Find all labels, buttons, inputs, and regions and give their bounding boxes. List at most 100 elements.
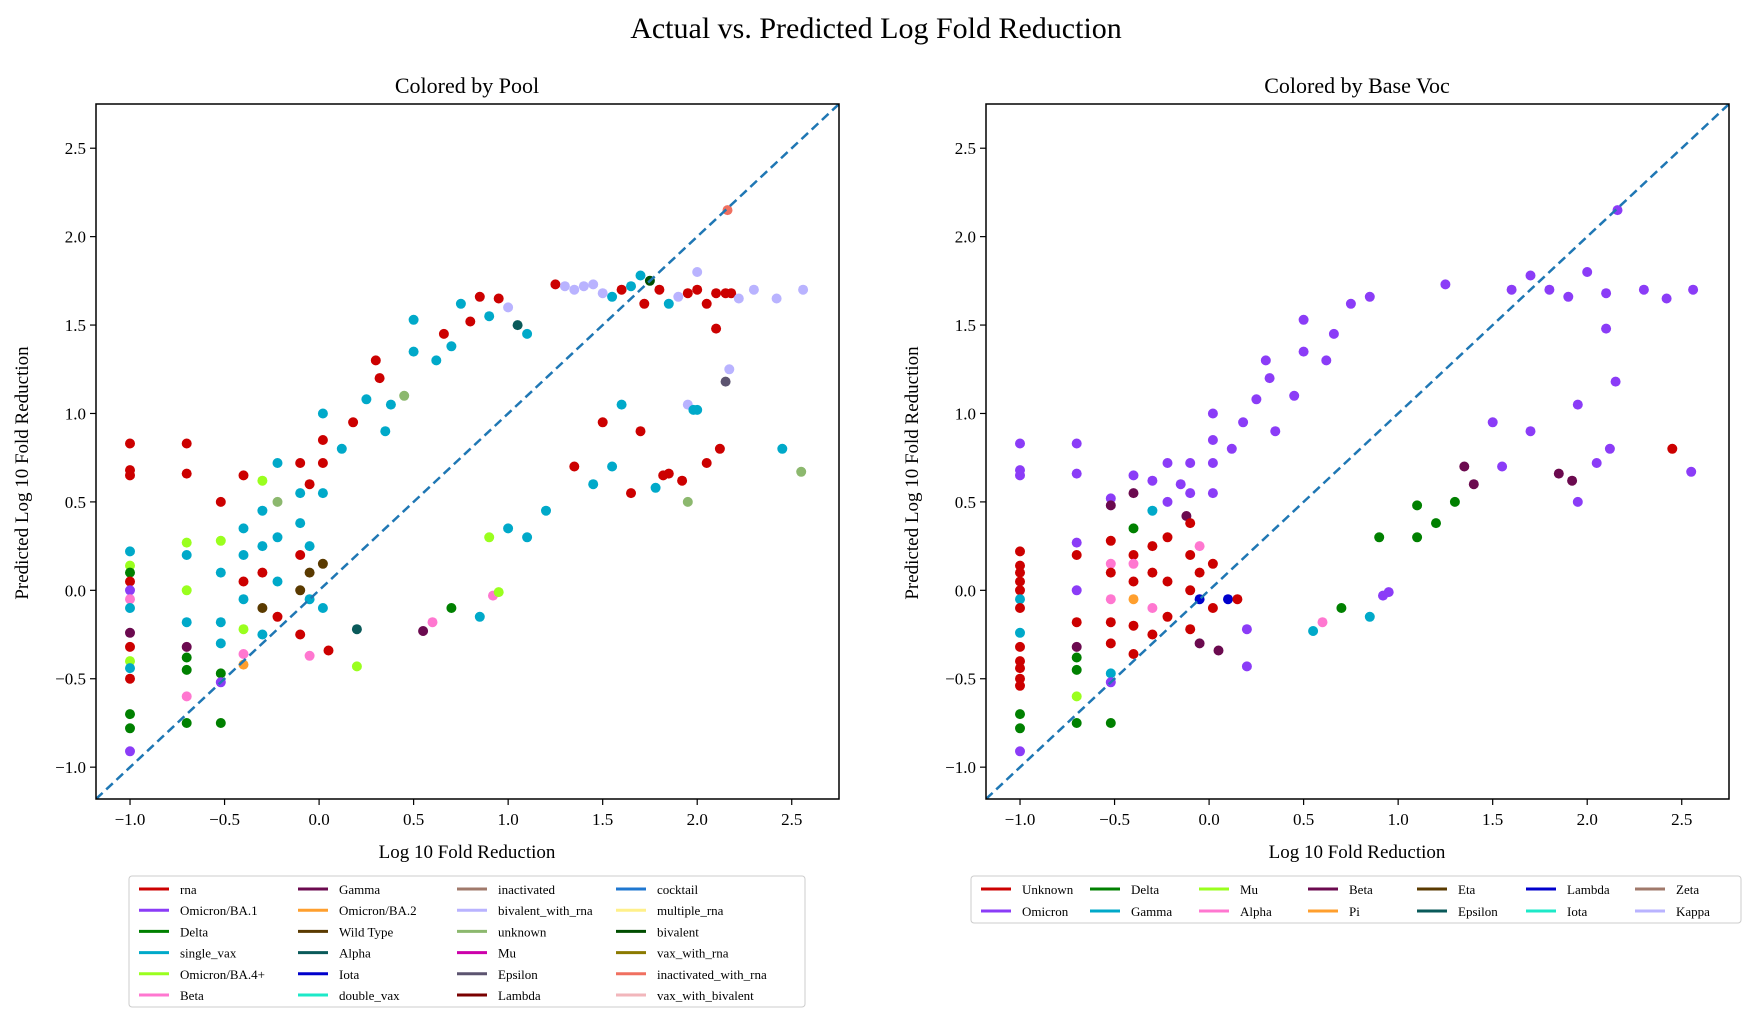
legend-entry: Epsilon xyxy=(457,967,538,982)
data-point xyxy=(748,284,759,295)
data-point xyxy=(682,288,693,299)
legend-label: Iota xyxy=(339,967,359,982)
legend-entry: Gamma xyxy=(298,882,380,897)
data-point xyxy=(238,624,249,635)
data-point xyxy=(1071,641,1082,652)
data-point xyxy=(1270,426,1281,437)
data-point xyxy=(1071,438,1082,449)
y-tick-label: 2.5 xyxy=(955,139,976,158)
data-point xyxy=(1185,518,1196,529)
data-point xyxy=(408,314,419,325)
data-point xyxy=(1567,475,1578,486)
data-point xyxy=(125,438,135,449)
data-point xyxy=(385,399,396,410)
data-point xyxy=(1260,355,1271,366)
data-point xyxy=(1207,558,1218,569)
data-point xyxy=(692,284,703,295)
legend-label: vax_with_bivalent xyxy=(657,988,754,1003)
y-tick-label: 1.0 xyxy=(65,404,86,423)
data-point xyxy=(1251,394,1262,405)
y-tick-label: 0.0 xyxy=(65,581,86,600)
data-point xyxy=(1071,691,1082,702)
data-point xyxy=(673,291,684,302)
data-point xyxy=(125,709,135,720)
data-point xyxy=(1431,518,1441,529)
x-tick-label: −0.5 xyxy=(209,810,240,829)
data-point xyxy=(351,661,362,672)
data-point xyxy=(272,576,283,587)
legend-entry: Delta xyxy=(1090,882,1159,897)
data-point xyxy=(1015,680,1025,691)
data-point xyxy=(125,603,135,613)
legend-label: multiple_rna xyxy=(657,903,724,918)
data-point xyxy=(1015,585,1025,596)
data-point xyxy=(1015,656,1025,667)
data-point xyxy=(125,746,135,757)
data-point xyxy=(1487,417,1498,428)
data-point xyxy=(1563,291,1574,302)
legend-entry: cocktail xyxy=(616,882,699,897)
legend-entry: Omicron/BA.2 xyxy=(298,903,417,918)
x-tick-label: 1.0 xyxy=(1388,810,1409,829)
data-point xyxy=(720,376,731,387)
legend-label: Omicron/BA.4+ xyxy=(180,967,265,982)
data-point xyxy=(295,518,306,529)
legend-entry: Pi xyxy=(1308,904,1360,919)
y-tick-label: 2.0 xyxy=(65,228,86,247)
data-point xyxy=(1071,718,1082,728)
data-point xyxy=(569,461,580,472)
data-point xyxy=(257,541,268,552)
data-point xyxy=(257,567,268,578)
figure-title: Actual vs. Predicted Log Fold Reduction xyxy=(630,12,1122,45)
pool-points xyxy=(125,205,809,757)
legend-label: Omicron/BA.2 xyxy=(339,903,417,918)
data-point xyxy=(215,496,226,507)
legend-entry: Kappa xyxy=(1635,904,1710,919)
data-point xyxy=(1336,603,1347,613)
data-point xyxy=(1207,603,1218,613)
data-point xyxy=(446,603,457,613)
data-point xyxy=(304,541,315,552)
data-point xyxy=(1015,723,1025,734)
data-point xyxy=(336,443,347,454)
legend-label: Lambda xyxy=(1567,882,1610,897)
data-point xyxy=(1128,558,1139,569)
data-point xyxy=(125,723,135,734)
data-point xyxy=(431,355,442,366)
data-point xyxy=(1317,617,1328,628)
data-point xyxy=(639,298,650,309)
legend-label: Unknown xyxy=(1022,882,1074,897)
data-point xyxy=(125,641,135,652)
legend-entry: Omicron/BA.1 xyxy=(139,903,258,918)
data-point xyxy=(650,482,661,493)
data-point xyxy=(1015,663,1025,674)
data-point xyxy=(1364,291,1375,302)
legend-label: cocktail xyxy=(657,882,699,897)
x-tick-label: 0.0 xyxy=(308,810,329,829)
legend-entry: vax_with_rna xyxy=(616,946,729,961)
data-point xyxy=(677,475,688,486)
pool-axes-frame xyxy=(95,103,840,800)
legend-entry: Iota xyxy=(1526,904,1587,919)
legend-entry: single_vax xyxy=(139,946,237,961)
data-point xyxy=(125,585,135,596)
legend-entry: multiple_rna xyxy=(616,903,724,918)
pool-legend: rna Omicron/BA.1 Delta single_vax Omicron/BA… xyxy=(128,875,806,1008)
x-tick-label: 2.0 xyxy=(1577,810,1598,829)
data-point xyxy=(474,611,485,622)
legend-entry: Beta xyxy=(1308,882,1373,897)
data-point xyxy=(1185,550,1196,560)
legend-entry: Wild Type xyxy=(298,924,394,939)
data-point xyxy=(1015,576,1025,587)
data-point xyxy=(1232,594,1243,605)
data-point xyxy=(1459,461,1470,472)
x-tick-label: −1.0 xyxy=(1005,810,1036,829)
data-point xyxy=(1440,279,1451,290)
data-point xyxy=(317,603,328,613)
legend-entry: unknown xyxy=(457,924,547,939)
data-point xyxy=(1601,323,1612,334)
data-point xyxy=(238,594,249,605)
data-point xyxy=(304,567,315,578)
data-point xyxy=(215,718,226,728)
